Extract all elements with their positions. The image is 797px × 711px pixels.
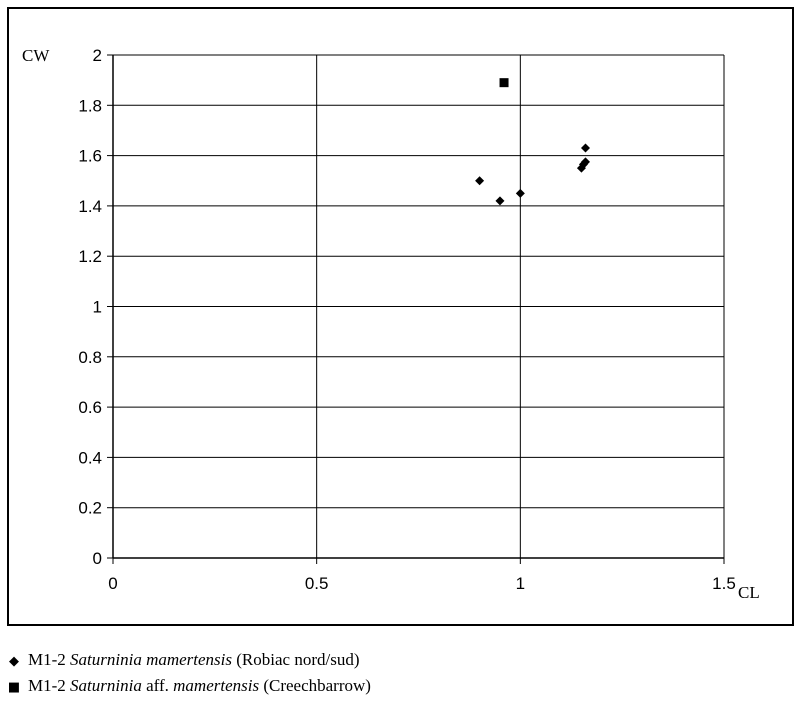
y-gridlines <box>113 54 724 509</box>
scatter-chart: 00.20.40.60.811.21.41.61.82 0 0.5 1 1.5 CW … <box>7 7 794 626</box>
y-tick-label: 1.2 <box>78 247 102 266</box>
y-tick-label: 1.8 <box>78 96 102 115</box>
x-tick-label: 0.5 <box>305 574 329 593</box>
data-point-diamond <box>581 143 591 153</box>
y-tick-label: 1.6 <box>78 147 102 166</box>
y-tick-label: 0.6 <box>78 398 102 417</box>
x-axis-title: CL <box>738 583 760 602</box>
data-point-square <box>499 78 509 88</box>
x-tick-labels: 0 0.5 1 1.5 <box>108 574 736 593</box>
y-tick-label: 0 <box>93 549 102 568</box>
data-point-diamond <box>581 157 591 167</box>
x-tick-label: 1.5 <box>712 574 736 593</box>
chart-frame <box>7 7 794 626</box>
x-tick-label: 0 <box>108 574 117 593</box>
y-tick-labels: 0 0.2 0.4 0.6 0.8 1 1.2 1.4 1.6 1.8 2 <box>78 46 102 568</box>
square-icon: ■ <box>7 680 21 695</box>
y-tick-label: 1 <box>93 298 102 317</box>
data-point-diamond <box>495 196 505 206</box>
legend-item-creechbarrow: ■ M1-2 Saturninia aff. mamertensis (Creec… <box>6 676 371 696</box>
x-gridlines <box>316 55 725 558</box>
y-tick-label: 2 <box>93 46 102 65</box>
axes <box>107 54 725 564</box>
x-tick-label: 1 <box>516 574 525 593</box>
y-tick-label: 0.8 <box>78 348 102 367</box>
y-tick-label: 1.4 <box>78 197 102 216</box>
diamond-icon: ◆ <box>9 654 19 669</box>
data-points <box>475 78 591 206</box>
y-tick-label: 0.2 <box>78 499 102 518</box>
legend-item-robiac: ◆ M1-2 Saturninia mamertensis (Robiac nor… <box>6 650 360 670</box>
legend-label-creechbarrow: M1-2 Saturninia aff. mamertensis (Creech… <box>28 676 371 695</box>
data-point-diamond <box>475 176 485 186</box>
data-point-diamond <box>515 188 525 198</box>
legend-label-robiac: M1-2 Saturninia mamertensis (Robiac nord… <box>28 650 360 669</box>
y-tick-label: 0.4 <box>78 448 102 467</box>
y-axis-title: CW <box>22 46 50 65</box>
